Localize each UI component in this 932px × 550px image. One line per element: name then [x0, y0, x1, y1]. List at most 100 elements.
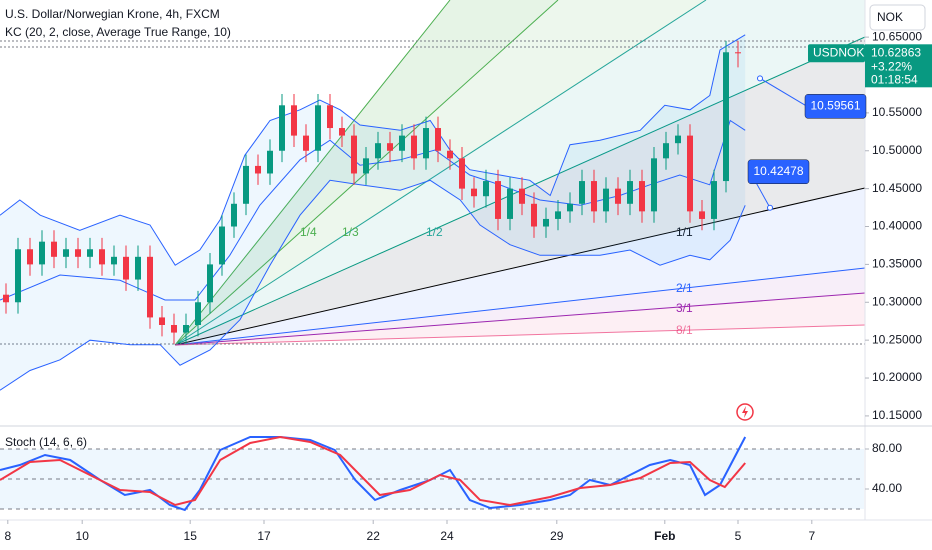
candle-body	[711, 181, 717, 219]
candle-body	[147, 256, 153, 318]
candle-body	[183, 325, 189, 333]
candle-body	[123, 256, 129, 280]
candle-body	[651, 158, 657, 212]
candle-body	[363, 158, 369, 174]
candle-body	[75, 249, 81, 257]
candle-body	[135, 256, 141, 280]
alert-icon-bolt	[742, 406, 748, 418]
candle-body	[291, 105, 297, 136]
candle-body	[519, 188, 525, 204]
y-tick-label: 80.00	[872, 441, 902, 455]
candle-body	[171, 325, 177, 333]
price-tag	[865, 44, 932, 88]
fan-line	[174, 0, 707, 346]
candle-body	[663, 143, 669, 159]
channel-middle	[0, 119, 746, 301]
price-tag-value: 10.62863	[871, 45, 921, 59]
fan-label: 8/1	[676, 323, 693, 337]
channel-fill	[0, 34, 746, 391]
y-tick-label: 10.15000	[872, 408, 922, 422]
fan-line	[174, 187, 866, 346]
series-line	[0, 436, 747, 512]
x-tick-label: 22	[367, 529, 381, 543]
callout-point	[767, 204, 773, 211]
x-tick-label: 29	[550, 529, 564, 543]
candle-body	[483, 181, 489, 197]
candle-body	[603, 188, 609, 212]
x-tick-label: 7	[808, 529, 815, 543]
candle-body	[339, 128, 345, 136]
price-tag-change: +3.22%	[871, 59, 912, 73]
candle-body	[399, 135, 405, 151]
alert-icon[interactable]	[736, 403, 754, 421]
fan-label: 2/1	[676, 281, 693, 295]
indicator-title: Stoch (14, 6, 6)	[5, 435, 87, 449]
candle-body	[459, 158, 465, 189]
candle-body	[555, 211, 561, 219]
series-line	[0, 435, 746, 507]
candle-body	[111, 256, 117, 265]
candle-body	[315, 105, 321, 151]
callout-line	[759, 77, 808, 107]
currency-label: NOK	[877, 10, 903, 24]
candle-body	[567, 203, 573, 212]
candle-body	[39, 241, 45, 265]
x-tick-label: Feb	[654, 529, 675, 543]
callout-point	[757, 75, 763, 82]
candle-body	[159, 317, 165, 325]
fan-zone	[175, 0, 865, 345]
y-tick-label: 40.00	[872, 481, 902, 495]
symbol-tag	[808, 44, 865, 63]
fan-line	[174, 0, 451, 346]
candle-body	[423, 128, 429, 159]
y-tick-label: 10.25000	[872, 332, 922, 346]
candle-body	[675, 135, 681, 144]
fan-label: 3/1	[676, 301, 693, 315]
currency-button[interactable]	[869, 4, 926, 31]
axis-panel	[865, 0, 932, 550]
candle-body	[471, 188, 477, 197]
candle-body	[507, 188, 513, 219]
candle-body	[99, 249, 105, 265]
fan-label: 1/3	[342, 225, 359, 239]
candle-body	[219, 226, 225, 265]
candle-body	[63, 249, 69, 257]
y-tick-label: 10.35000	[872, 257, 922, 271]
candle-body	[627, 181, 633, 204]
callout-label: 10.42478	[753, 164, 803, 178]
candle-body	[195, 302, 201, 325]
candle-body	[351, 135, 357, 174]
candle-body	[447, 150, 453, 159]
x-tick-label: 15	[184, 529, 198, 543]
candle-body	[615, 188, 621, 204]
candle-body	[279, 105, 285, 151]
x-tick-label: 10	[76, 529, 90, 543]
y-tick-label: 10.30000	[872, 294, 922, 308]
plot-area	[0, 34, 864, 512]
candle-body	[411, 135, 417, 159]
x-tick-label: 24	[440, 529, 454, 543]
candle-body	[495, 181, 501, 219]
candle-body	[207, 264, 213, 303]
candle-body	[303, 135, 309, 151]
candle-body	[375, 143, 381, 159]
symbol-label: USDNOK	[813, 45, 864, 59]
y-tick-label: 10.50000	[872, 143, 922, 157]
candle-body	[243, 165, 249, 204]
y-tick-label: 10.55000	[872, 105, 922, 119]
fan-label: 1/1	[676, 225, 693, 239]
callout-box	[804, 94, 867, 119]
candle-body	[735, 52, 741, 54]
y-tick-label: 10.40000	[872, 219, 922, 233]
x-tick-label: 8	[4, 529, 11, 543]
y-tick-label: 10.20000	[872, 370, 922, 384]
candle-body	[51, 241, 57, 257]
y-tick-label: 10.65000	[872, 29, 922, 43]
candle-body	[687, 135, 693, 212]
overlay: 10.65000 10.55000 10.50000 10.45000 10.40000…	[4, 29, 932, 543]
candle-body	[579, 181, 585, 204]
candle-body	[387, 143, 393, 151]
x-tick-label: 5	[735, 529, 742, 543]
